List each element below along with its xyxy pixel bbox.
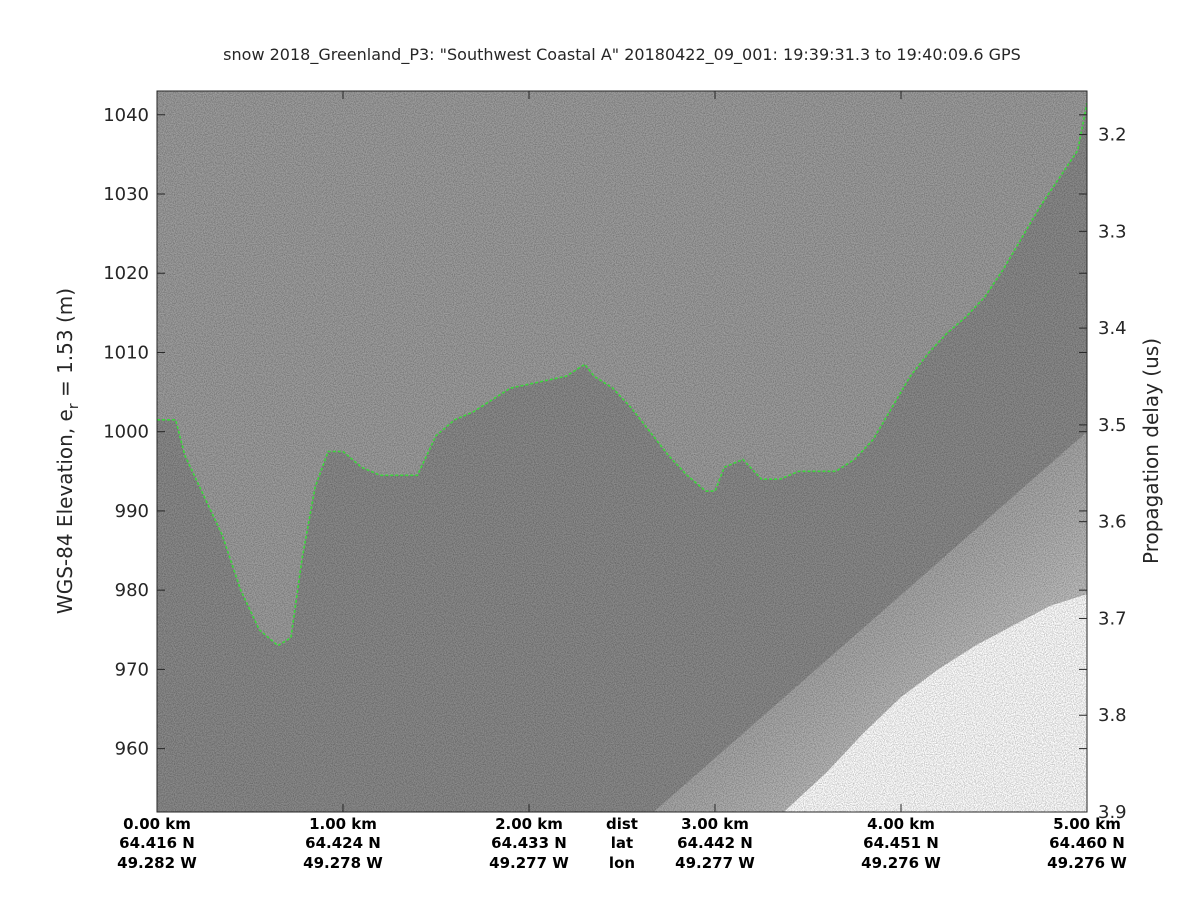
x-tick-dist-label: 0.00 km	[123, 815, 191, 833]
x-row-label-dist: dist	[606, 815, 638, 833]
right-y-axis-label: Propagation delay (us)	[1139, 338, 1163, 564]
x-tick-dist-label: 1.00 km	[309, 815, 377, 833]
x-tick-lat-label: 64.460 N	[1049, 834, 1125, 852]
left-tick-label: 1040	[103, 105, 149, 126]
right-tick-label: 3.8	[1098, 705, 1127, 726]
right-tick-label: 3.4	[1098, 318, 1127, 339]
left-tick-label: 980	[115, 580, 149, 601]
x-tick-lon-label: 49.276 W	[1047, 854, 1127, 872]
left-tick-label: 1010	[103, 342, 149, 363]
x-tick-lat-label: 64.442 N	[677, 834, 753, 852]
surface-tracking-line	[157, 102, 1087, 647]
x-tick-lon-label: 49.277 W	[675, 854, 755, 872]
x-tick-dist-label: 4.00 km	[867, 815, 935, 833]
x-tick-lat-label: 64.451 N	[863, 834, 939, 852]
x-row-label-lat: lat	[611, 834, 633, 852]
speckle-noise	[157, 91, 1087, 812]
left-tick-label: 960	[115, 739, 149, 760]
left-y-axis: 960 970 980 990 1000 1010 1020 1030 1040	[103, 105, 1087, 760]
x-tick-dist-label: 5.00 km	[1053, 815, 1121, 833]
x-tick-dist-label: 3.00 km	[681, 815, 749, 833]
x-tick-dist-label: 2.00 km	[495, 815, 563, 833]
x-row-label-lon: lon	[609, 854, 635, 872]
plot-frame	[156, 90, 1088, 813]
right-tick-label: 3.5	[1098, 415, 1127, 436]
left-tick-label: 1020	[103, 263, 149, 284]
right-y-axis: 3.2 3.3 3.4 3.5 3.6 3.7 3.8 3.9	[1079, 125, 1127, 823]
x-tick-lon-label: 49.278 W	[303, 854, 383, 872]
x-tick-lat-label: 64.416 N	[119, 834, 195, 852]
right-tick-label: 3.7	[1098, 608, 1127, 629]
right-tick-label: 3.9	[1098, 802, 1127, 823]
left-tick-label: 970	[115, 659, 149, 680]
x-tick-lat-label: 64.424 N	[305, 834, 381, 852]
x-tick-lon-label: 49.276 W	[861, 854, 941, 872]
x-tick-lat-label: 64.433 N	[491, 834, 567, 852]
left-tick-label: 1000	[103, 422, 149, 443]
left-y-axis-label: WGS-84 Elevation, er = 1.53 (m)	[53, 288, 82, 614]
right-tick-label: 3.2	[1098, 125, 1127, 146]
right-tick-label: 3.3	[1098, 221, 1127, 242]
x-tick-lon-label: 49.277 W	[489, 854, 569, 872]
left-tick-label: 990	[115, 501, 149, 522]
right-tick-label: 3.6	[1098, 512, 1127, 533]
x-tick-lon-label: 49.282 W	[117, 854, 197, 872]
chart-title: snow 2018_Greenland_P3: "Southwest Coast…	[223, 45, 1021, 65]
left-tick-label: 1030	[103, 184, 149, 205]
